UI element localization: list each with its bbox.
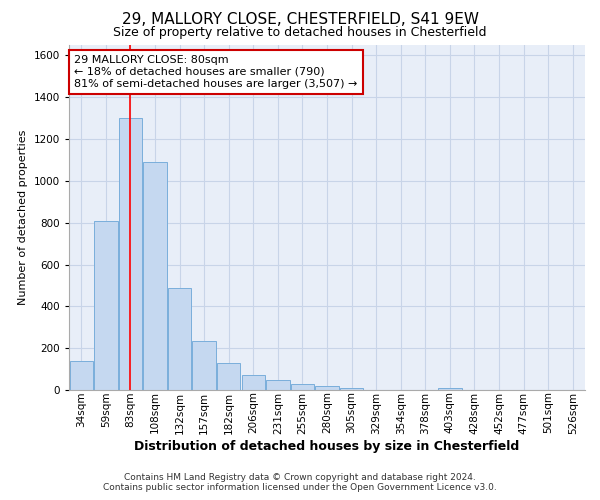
Text: 29 MALLORY CLOSE: 80sqm
← 18% of detached houses are smaller (790)
81% of semi-d: 29 MALLORY CLOSE: 80sqm ← 18% of detache… [74,56,358,88]
Bar [242,376,265,390]
Bar [266,380,290,390]
Bar [340,388,363,390]
Bar [70,360,93,390]
Bar [291,384,314,390]
Bar [217,363,241,390]
Bar [193,341,216,390]
Text: 29, MALLORY CLOSE, CHESTERFIELD, S41 9EW: 29, MALLORY CLOSE, CHESTERFIELD, S41 9EW [121,12,479,28]
Bar [168,288,191,390]
Bar [94,220,118,390]
Bar [438,388,461,390]
Text: Size of property relative to detached houses in Chesterfield: Size of property relative to detached ho… [113,26,487,39]
Bar [316,386,338,390]
Bar [143,162,167,390]
Text: Contains HM Land Registry data © Crown copyright and database right 2024.
Contai: Contains HM Land Registry data © Crown c… [103,473,497,492]
X-axis label: Distribution of detached houses by size in Chesterfield: Distribution of detached houses by size … [134,440,520,454]
Bar [119,118,142,390]
Y-axis label: Number of detached properties: Number of detached properties [18,130,28,305]
